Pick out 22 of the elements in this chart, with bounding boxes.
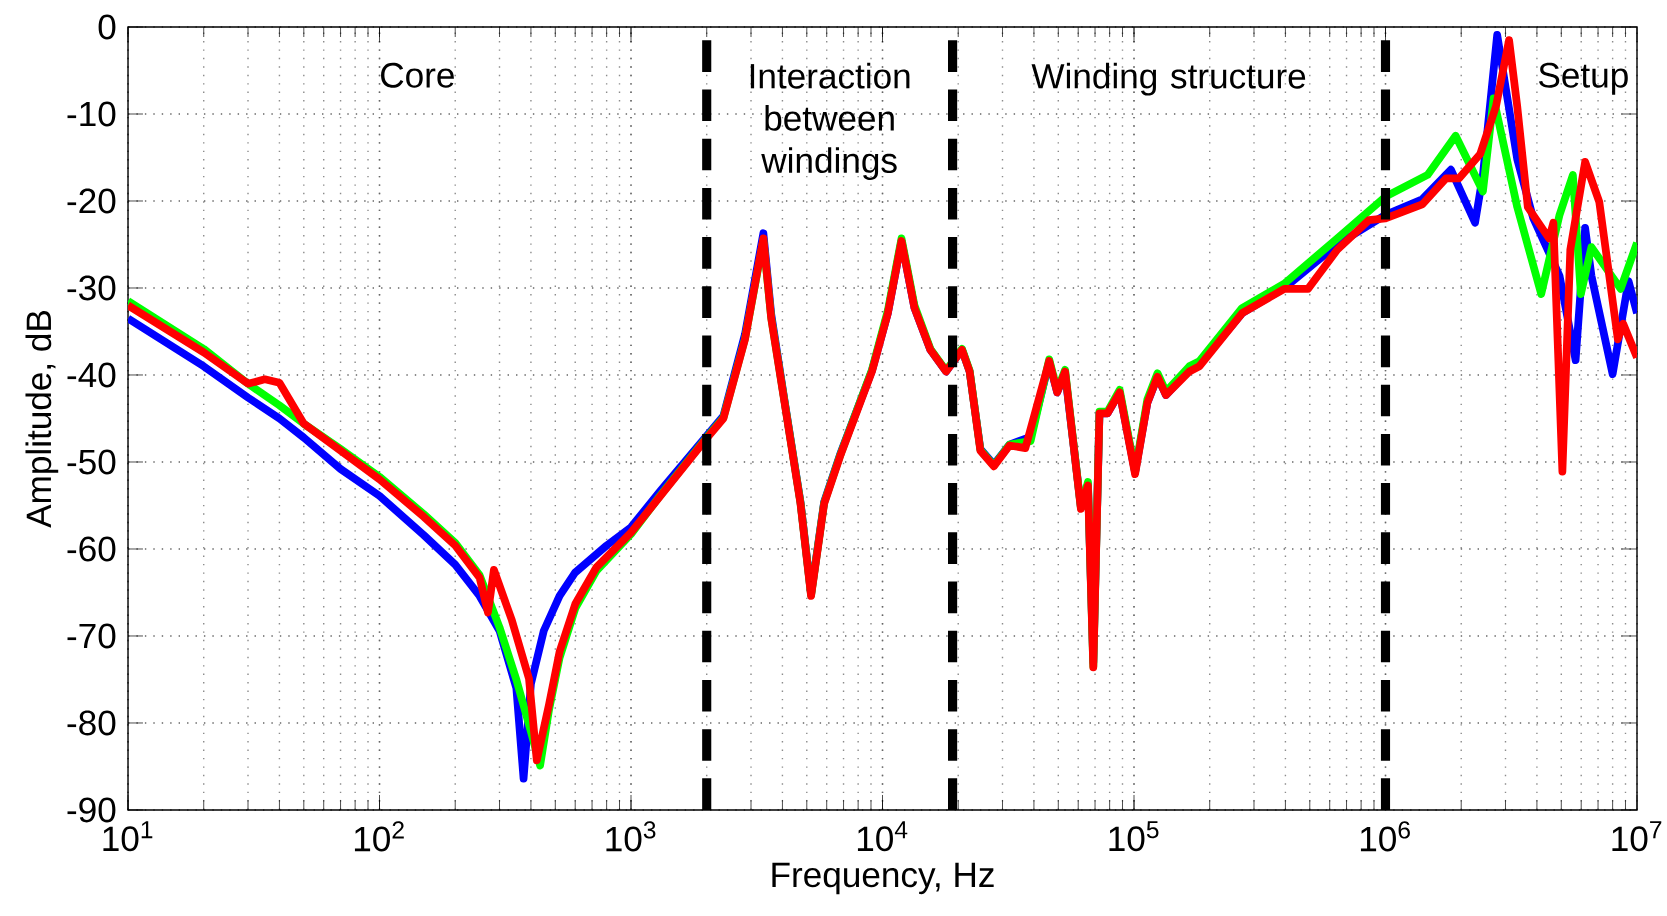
annotation: Core: [381, 62, 454, 88]
y-tick-label: -10: [67, 101, 116, 127]
x-tick-label: 10$^{7}$: [1612, 821, 1662, 852]
y-tick-label: -70: [67, 623, 116, 649]
y-tick-label: 0: [98, 14, 116, 40]
y-tick-label: -60: [67, 536, 116, 562]
x-axis-title: Frequency, Hz: [772, 862, 994, 895]
y-tick-label: -80: [67, 710, 116, 736]
y-axis-title: Amplitude, dB: [25, 311, 59, 528]
x-tick-label: 10$^{5}$: [1109, 821, 1159, 852]
x-tick-label: 10$^{6}$: [1360, 821, 1410, 852]
x-tick-label: 10$^{4}$: [857, 821, 908, 852]
x-tick-label: 10$^{3}$: [606, 821, 656, 852]
y-tick-label: -30: [67, 275, 116, 301]
annotation: Interaction between windings: [750, 62, 910, 180]
annotation: Winding structure: [1031, 62, 1306, 96]
y-tick-label: -40: [67, 362, 116, 388]
y-tick-label: -20: [67, 188, 116, 214]
y-tick-label: -50: [67, 449, 116, 475]
x-tick-label: 10$^{2}$: [354, 821, 404, 852]
y-tick-label: -90: [67, 797, 116, 823]
annotation: Setup: [1539, 62, 1628, 95]
